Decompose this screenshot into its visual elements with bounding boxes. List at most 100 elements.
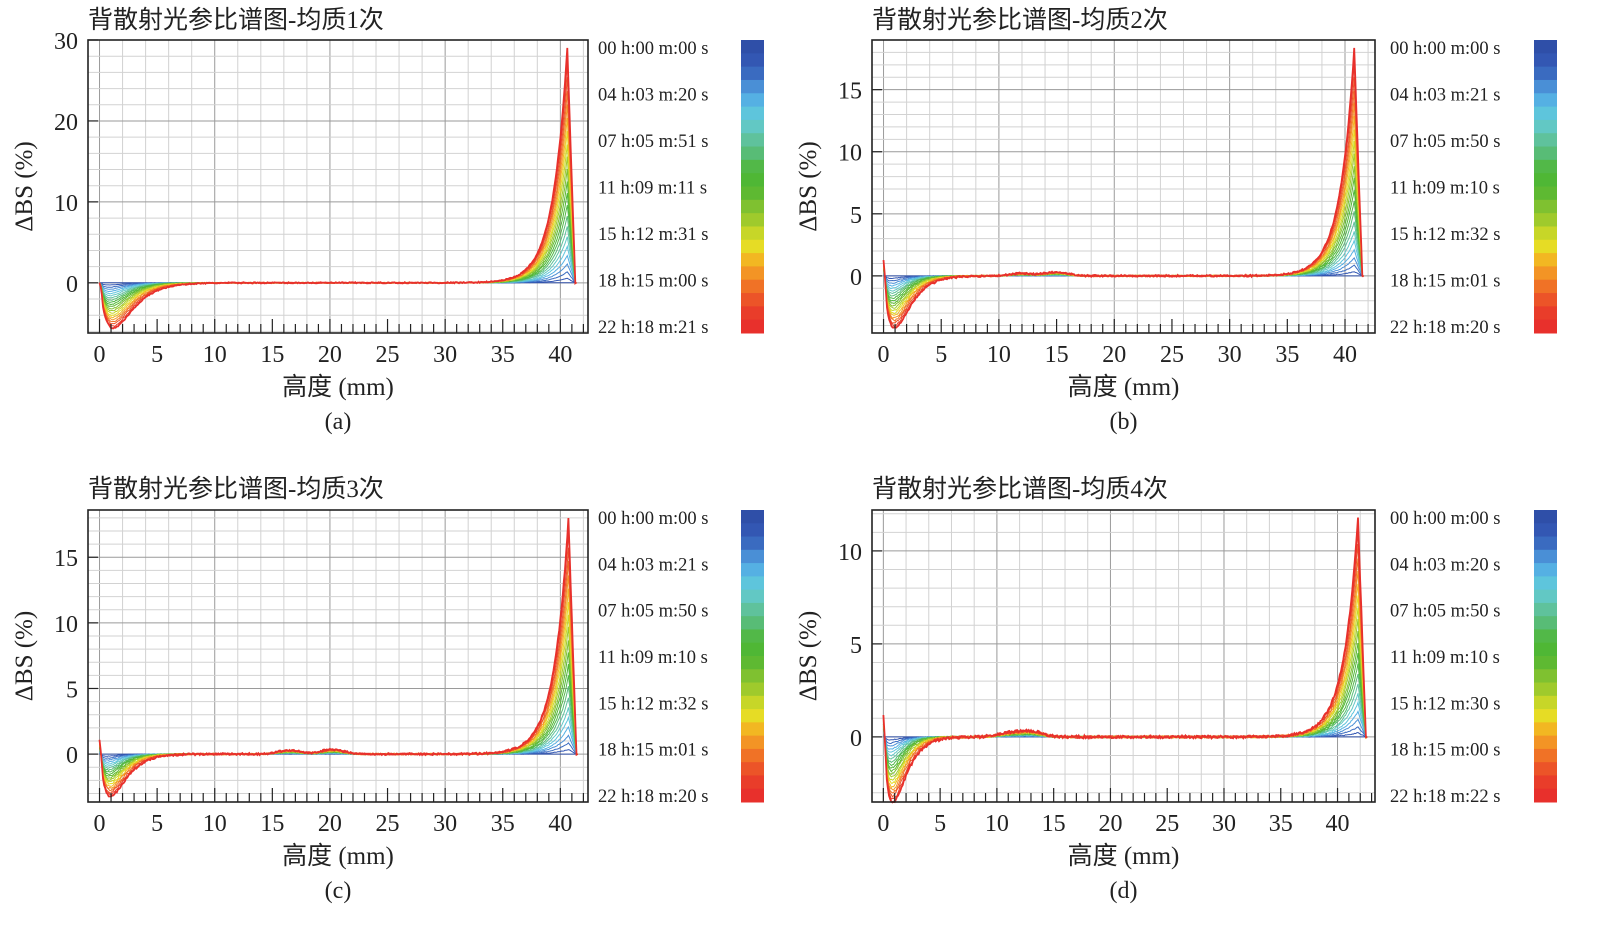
y-tick-label: 30 xyxy=(54,29,78,55)
series-line-7 xyxy=(882,683,1368,760)
colorbar-swatch xyxy=(1534,748,1557,763)
colorbar-swatch xyxy=(741,523,764,538)
x-axis-label: 高度 (mm) xyxy=(282,373,394,401)
x-tick-label: 40 xyxy=(548,342,572,368)
colorbar-swatch xyxy=(741,629,764,644)
series-line-14 xyxy=(99,614,578,783)
colorbar-swatch xyxy=(741,279,764,294)
panel-caption: (c) xyxy=(325,878,352,904)
colorbar-swatch xyxy=(1534,510,1557,524)
x-tick-label: 10 xyxy=(203,342,227,368)
panel-caption: (d) xyxy=(1110,878,1138,904)
series-line-3 xyxy=(883,257,1364,284)
legend-time-label: 22 h:18 m:21 s xyxy=(598,318,709,338)
x-tick-label: 25 xyxy=(1160,342,1184,368)
colorbar-swatch xyxy=(1534,199,1557,214)
series-line-13 xyxy=(99,626,578,781)
series-line-13 xyxy=(882,618,1368,778)
x-tick-label: 15 xyxy=(260,342,284,368)
x-tick-label: 20 xyxy=(318,811,342,837)
y-tick-label: 0 xyxy=(850,726,862,752)
colorbar-swatch xyxy=(1534,576,1557,591)
colorbar-swatch xyxy=(741,253,764,267)
series-line-19 xyxy=(882,544,1368,798)
series-line-6 xyxy=(882,693,1368,757)
colorbar-swatch xyxy=(1534,642,1557,657)
colorbar-swatch xyxy=(1534,695,1557,710)
legend-time-label: 18 h:15 m:01 s xyxy=(598,741,709,761)
x-tick-label: 10 xyxy=(203,811,227,837)
series-line-9 xyxy=(883,200,1364,300)
chart-panel-b: 背散射光参比谱图-均质2次 0 5 10 15 20 25 30 35 40 0 5 10 15 高度 (m… xyxy=(795,6,1557,435)
colorbar-swatch xyxy=(1534,253,1557,267)
x-tick-label: 15 xyxy=(1045,342,1069,368)
series-line-11 xyxy=(883,177,1364,304)
series-line-20 xyxy=(882,530,1368,801)
series-line-19 xyxy=(99,547,579,794)
x-axis-label: 高度 (mm) xyxy=(282,842,394,870)
series-line-18 xyxy=(99,560,578,792)
colorbar-swatch xyxy=(741,119,764,134)
colorbar-swatch xyxy=(741,133,764,148)
colorbar-swatch xyxy=(741,775,764,790)
legend-time-label: 15 h:12 m:32 s xyxy=(598,694,709,714)
plot-frame xyxy=(87,39,589,334)
y-tick-label: 15 xyxy=(838,79,862,105)
series-line-6 xyxy=(99,707,578,767)
colorbar-swatch xyxy=(1534,709,1557,723)
colorbar-swatch xyxy=(741,669,764,684)
colorbar-swatch xyxy=(1534,669,1557,684)
chart-panel-a: 背散射光参比谱图-均质1次 0 5 10 15 20 25 30 35 40 0 10 20 30 高度 (… xyxy=(11,6,764,435)
colorbar-swatch xyxy=(741,576,764,591)
series-line-10 xyxy=(882,652,1368,769)
x-tick-label: 20 xyxy=(318,342,342,368)
x-tick-label: 5 xyxy=(934,811,946,837)
x-tick-label: 30 xyxy=(1218,342,1242,368)
series-line-12 xyxy=(99,168,577,310)
series-line-20 xyxy=(883,63,1364,328)
series-line-12 xyxy=(883,166,1364,307)
y-tick-label: 0 xyxy=(850,265,862,291)
colorbar-swatch xyxy=(741,549,764,564)
chart-title: 背散射光参比谱图-均质3次 xyxy=(88,475,384,503)
colorbar-swatch xyxy=(1534,319,1557,334)
chart-panel-c: 背散射光参比谱图-均质3次 0 5 10 15 20 25 30 35 40 0 5 10 15 高度 (m… xyxy=(11,475,764,904)
series-line-16 xyxy=(882,583,1368,789)
series-line-21 xyxy=(882,517,1368,804)
series-line-14 xyxy=(882,607,1368,781)
colorbar-swatch xyxy=(741,616,764,630)
x-tick-label: 30 xyxy=(433,342,457,368)
series-line-4 xyxy=(883,248,1364,287)
y-tick-label: 10 xyxy=(838,141,862,167)
colorbar-swatch xyxy=(1534,589,1557,604)
legend-time-label: 07 h:05 m:51 s xyxy=(598,132,709,152)
legend-time-label: 07 h:05 m:50 s xyxy=(1390,132,1501,152)
colorbar-swatch xyxy=(1534,93,1557,108)
colorbar-swatch xyxy=(1534,40,1557,54)
legend-time-label: 04 h:03 m:21 s xyxy=(1390,86,1501,106)
colorbar-swatch xyxy=(1534,629,1557,644)
colorbar-swatch xyxy=(1534,682,1557,697)
series-line-18 xyxy=(883,90,1364,322)
colorbar-swatch xyxy=(741,53,764,68)
series-group xyxy=(98,517,579,798)
series-line-7 xyxy=(99,697,578,769)
x-tick-label: 5 xyxy=(151,811,163,837)
chart-panel-d: 背散射光参比谱图-均质4次 0 5 10 15 20 25 30 35 40 0 5 10 高度 (mm)… xyxy=(795,475,1557,904)
series-line-21 xyxy=(882,47,1365,329)
series-line-17 xyxy=(882,571,1368,791)
legend-time-label: 18 h:15 m:00 s xyxy=(598,272,709,292)
x-tick-label: 35 xyxy=(491,342,515,368)
series-line-8 xyxy=(99,215,577,301)
colorbar-swatch xyxy=(1534,79,1557,94)
series-line-10 xyxy=(883,189,1364,302)
series-group xyxy=(882,47,1365,329)
y-tick-label: 5 xyxy=(850,633,862,659)
series-line-17 xyxy=(883,102,1364,320)
colorbar-swatch xyxy=(1534,266,1557,281)
colorbar-swatch xyxy=(1534,173,1557,187)
colorbar-swatch xyxy=(741,66,764,81)
x-tick-label: 25 xyxy=(1155,811,1179,837)
series-line-5 xyxy=(883,238,1364,290)
x-tick-label: 10 xyxy=(985,811,1009,837)
